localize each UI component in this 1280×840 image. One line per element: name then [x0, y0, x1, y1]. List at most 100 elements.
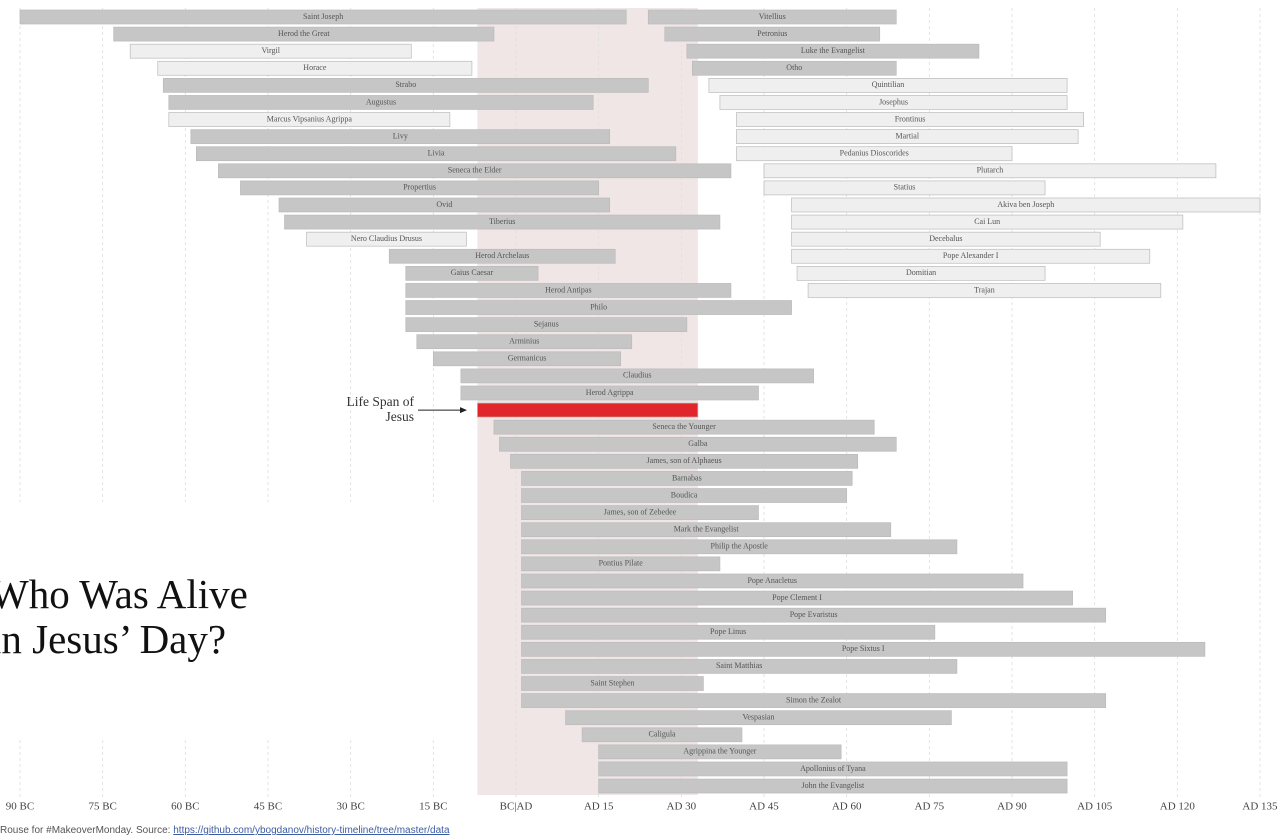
bar-label: Philip the Apostle	[711, 542, 769, 551]
bar	[598, 744, 842, 760]
bar	[157, 60, 473, 76]
bar-label: James, son of Zebedee	[604, 507, 677, 516]
bar-label: Pope Anacletus	[747, 576, 797, 585]
x-tick-label: 15 BC	[419, 801, 447, 813]
bar-label: Seneca the Younger	[652, 422, 716, 431]
x-tick-label: AD 45	[749, 801, 779, 813]
bar	[565, 710, 952, 726]
bar	[432, 351, 622, 367]
bar	[598, 778, 1068, 794]
bar-label: Martial	[896, 131, 920, 140]
bar-label: Otho	[786, 63, 802, 72]
bar-label: Livia	[428, 149, 445, 158]
bar-label: Arminius	[509, 337, 539, 346]
bar-label: Boudica	[671, 490, 698, 499]
bar-label: Plutarch	[977, 166, 1004, 175]
bar	[521, 676, 704, 691]
bar	[763, 180, 1046, 196]
x-tick-label: 90 BC	[6, 801, 34, 813]
bar-label: Apollonius of Tyana	[800, 764, 866, 773]
bar-label: Seneca the Elder	[448, 166, 502, 175]
bar	[477, 402, 699, 418]
bar	[129, 43, 412, 59]
bar	[708, 78, 1068, 93]
bar-label: Herod Agrippa	[586, 388, 634, 397]
bar-label: Augustus	[366, 97, 396, 106]
bar	[521, 641, 1206, 657]
bar	[791, 248, 1151, 264]
bar	[736, 112, 1084, 127]
bar	[493, 419, 875, 435]
bar-label: Josephus	[879, 97, 908, 106]
bar	[284, 214, 721, 230]
bar-label: Decebalus	[929, 234, 962, 243]
bar	[521, 471, 853, 486]
bar	[499, 436, 897, 452]
bar	[405, 283, 732, 298]
bar	[796, 266, 1046, 281]
bar-label: Cai Lun	[974, 217, 1000, 226]
bar	[521, 522, 892, 538]
bar	[521, 659, 958, 674]
x-tick-label: AD 15	[584, 801, 614, 813]
bar	[791, 214, 1184, 230]
bar	[521, 539, 958, 555]
bar-label: Galba	[688, 439, 708, 448]
bar	[521, 556, 721, 572]
x-tick-label: BC|AD	[500, 801, 533, 813]
bar	[388, 248, 616, 264]
bar	[736, 146, 1013, 162]
bar-label: Vespasian	[742, 713, 774, 722]
bar	[763, 163, 1217, 179]
bar	[113, 26, 495, 42]
source-link[interactable]: https://github.com/ybogdanov/history-tim…	[173, 825, 450, 836]
bar-label: Herod Antipas	[545, 285, 591, 294]
bar-label: Saint Matthias	[716, 661, 762, 670]
bar-label: Pope Evaristus	[790, 610, 838, 619]
bar	[581, 727, 743, 743]
bar	[521, 590, 1073, 606]
bar-label: Marcus Vipsanius Agrippa	[267, 114, 353, 123]
bar-label: Philo	[590, 302, 607, 311]
bar	[460, 368, 814, 384]
x-tick-label: AD 135	[1242, 801, 1278, 813]
x-tick-label: 45 BC	[254, 801, 282, 813]
annotation: Life Span of Jesus	[346, 394, 414, 424]
title-backdrop	[0, 502, 470, 738]
x-tick-label: AD 105	[1077, 801, 1113, 813]
x-tick-label: AD 30	[667, 801, 697, 813]
bar-label: John the Evangelist	[802, 781, 865, 790]
bar	[736, 129, 1079, 144]
x-tick-label: AD 90	[997, 801, 1027, 813]
arrow-head	[460, 407, 467, 414]
bar-label: Luke the Evangelist	[801, 46, 866, 55]
bar-label: Saint Stephen	[590, 678, 634, 687]
bar-label: Propertius	[403, 183, 436, 192]
bar	[521, 693, 1107, 708]
bar-label: Simon the Zealot	[786, 695, 842, 704]
bar	[168, 95, 594, 110]
bar-label: Vitellius	[759, 12, 786, 21]
bar-label: Pedanius Dioscorides	[840, 149, 909, 158]
bar-label: Virgil	[262, 46, 281, 55]
x-tick-label: AD 120	[1160, 801, 1196, 813]
bar-label: Herod Archelaus	[475, 251, 529, 260]
bar-label: Caligula	[648, 730, 676, 739]
bar	[686, 43, 980, 59]
footer-note: Rouse for #MakeoverMonday. Source:	[0, 825, 171, 836]
bar	[196, 146, 677, 162]
bar-label: Livy	[393, 131, 408, 140]
bar	[460, 385, 759, 401]
x-tick-label: AD 60	[832, 801, 862, 813]
bar	[190, 129, 611, 144]
bar	[521, 573, 1024, 589]
bar-label: Saint Joseph	[303, 12, 343, 21]
bar-label: Barnabas	[672, 473, 702, 482]
bar	[168, 112, 451, 127]
bar-label: Petronius	[757, 29, 787, 38]
bar	[791, 231, 1101, 247]
bar-label: Strabo	[395, 80, 416, 89]
bar-label: Pontius Pilate	[599, 559, 644, 568]
bar	[647, 9, 897, 25]
